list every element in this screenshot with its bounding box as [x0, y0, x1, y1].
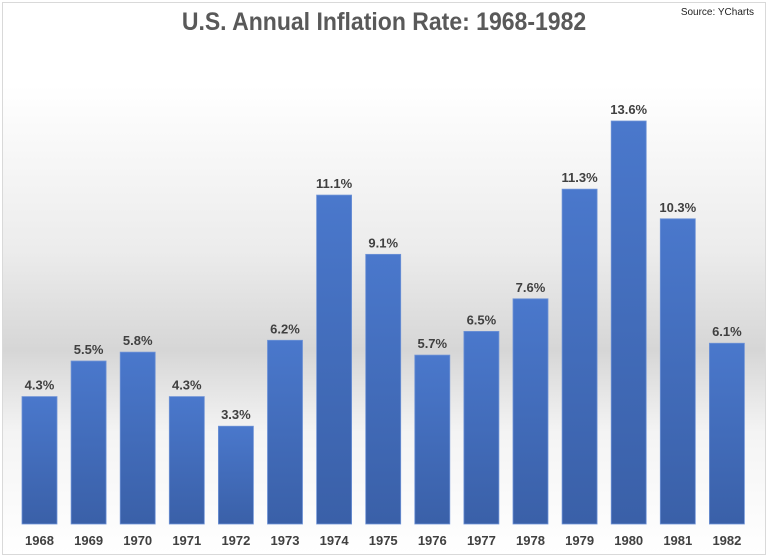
bar-1977	[463, 330, 500, 525]
bar-1980	[610, 120, 647, 525]
x-tick-1979: 1979	[565, 533, 594, 548]
bar-1982	[709, 342, 745, 525]
bar-1978	[512, 298, 549, 525]
x-tick-1978: 1978	[516, 533, 545, 548]
bar-1974	[316, 194, 353, 525]
bar-1981	[659, 218, 696, 525]
data-label-1981: 10.3%	[659, 200, 696, 215]
data-label-1982: 6.1%	[712, 324, 742, 339]
data-label-1980: 13.6%	[610, 102, 647, 117]
x-tick-1982: 1982	[712, 533, 741, 548]
bar-1972	[217, 425, 254, 525]
bar-1973	[267, 339, 303, 525]
data-label-1973: 6.2%	[270, 321, 300, 336]
bar-1970	[119, 351, 156, 525]
data-label-1972: 3.3%	[221, 407, 251, 422]
bar-1975	[365, 253, 402, 525]
bar-1979	[561, 188, 598, 525]
bar-1969	[70, 360, 107, 525]
data-label-1976: 5.7%	[417, 336, 447, 351]
x-tick-1971: 1971	[172, 533, 201, 548]
x-tick-1970: 1970	[123, 533, 152, 548]
data-label-1969: 5.5%	[74, 342, 104, 357]
data-label-1968: 4.3%	[25, 378, 55, 393]
data-label-1978: 7.6%	[516, 280, 546, 295]
data-label-1970: 5.8%	[123, 333, 153, 348]
x-tick-1972: 1972	[221, 533, 250, 548]
bar-1971	[168, 396, 205, 525]
x-tick-1976: 1976	[418, 533, 447, 548]
x-tick-1974: 1974	[320, 533, 350, 548]
bar-1976	[414, 354, 451, 525]
x-tick-1973: 1973	[271, 533, 300, 548]
chart-title: U.S. Annual Inflation Rate: 1968-1982	[181, 8, 587, 36]
x-tick-1977: 1977	[467, 533, 496, 548]
bar-1968	[21, 396, 58, 525]
x-tick-1980: 1980	[614, 533, 643, 548]
data-label-1975: 9.1%	[368, 235, 398, 250]
source-note: Source: YCharts	[680, 7, 754, 18]
data-label-1977: 6.5%	[467, 312, 497, 327]
data-label-1979: 11.3%	[562, 170, 599, 185]
x-tick-1968: 1968	[25, 533, 54, 548]
x-tick-1975: 1975	[369, 533, 398, 548]
data-label-1971: 4.3%	[172, 378, 202, 393]
data-label-1974: 11.1%	[316, 176, 353, 191]
x-tick-1969: 1969	[74, 533, 103, 548]
x-tick-1981: 1981	[663, 533, 692, 548]
